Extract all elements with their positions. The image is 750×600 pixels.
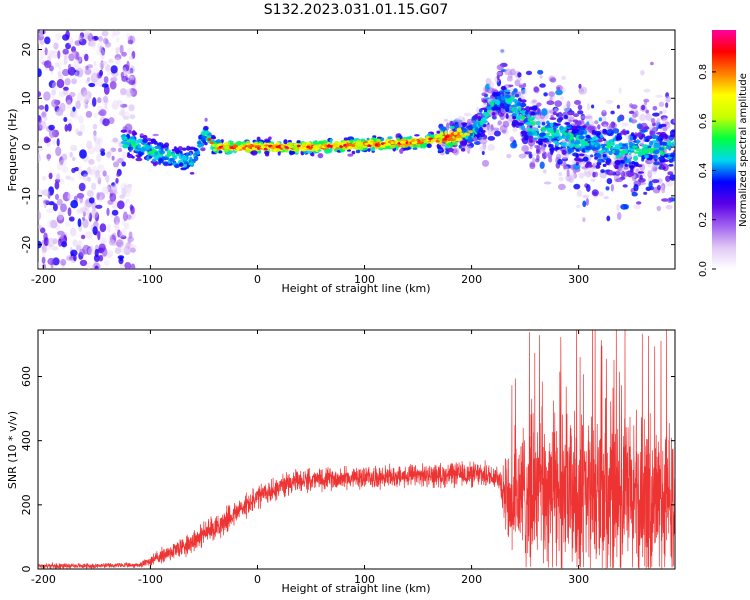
colorbar: 0.0 0.2 0.4 0.6 0.8 Normalized spectral ampl… bbox=[698, 30, 749, 277]
x-tick-label: 300 bbox=[568, 273, 589, 286]
snr-x-axis-title: Height of straight line (km) bbox=[281, 582, 430, 595]
y-tick-label: -10 bbox=[20, 187, 33, 205]
snr-series-line bbox=[38, 330, 675, 569]
spectrogram-x-axis: -200 -100 0 100 200 300 bbox=[31, 30, 589, 286]
spectrogram-y-axis: -20 -10 0 10 20 bbox=[20, 43, 675, 254]
x-tick-label: -200 bbox=[31, 273, 56, 286]
y-tick-label: 0 bbox=[20, 566, 33, 573]
colorbar-ticks: 0.0 0.2 0.4 0.6 0.8 bbox=[698, 64, 716, 277]
colorbar-tick-label: 0.4 bbox=[698, 162, 709, 178]
colorbar-title: Normalized spectral amplitude bbox=[738, 73, 749, 227]
colorbar-tick-label: 0.8 bbox=[698, 64, 709, 80]
y-tick-label: 400 bbox=[20, 430, 33, 451]
snr-y-axis-title: SNR (10 * v/v) bbox=[6, 411, 19, 489]
y-tick-label: 20 bbox=[20, 43, 33, 57]
spectrogram-x-axis-title: Height of straight line (km) bbox=[281, 282, 430, 295]
x-tick-label: 0 bbox=[254, 273, 261, 286]
x-tick-label: 100 bbox=[354, 573, 375, 586]
x-tick-label: 300 bbox=[568, 573, 589, 586]
x-tick-label: 200 bbox=[461, 273, 482, 286]
snr-panel: -200 -100 0 100 200 300 0 200 400 600 Height of … bbox=[6, 329, 676, 595]
snr-frame bbox=[37, 329, 676, 570]
colorbar-tick-label: 0.2 bbox=[698, 212, 709, 228]
x-tick-label: 100 bbox=[354, 273, 375, 286]
x-tick-label: -100 bbox=[138, 573, 163, 586]
x-tick-label: 0 bbox=[254, 573, 261, 586]
snr-plot-area bbox=[38, 330, 675, 569]
colorbar-tick-label: 0.0 bbox=[698, 261, 709, 277]
x-tick-label: -100 bbox=[138, 273, 163, 286]
y-tick-label: 200 bbox=[20, 494, 33, 515]
x-tick-label: 200 bbox=[461, 573, 482, 586]
x-tick-label: -200 bbox=[31, 573, 56, 586]
colorbar-gradient bbox=[712, 30, 736, 269]
y-tick-label: 600 bbox=[20, 366, 33, 387]
spectrogram-frame bbox=[37, 29, 676, 270]
y-tick-label: 10 bbox=[20, 91, 33, 105]
main-title: S132.2023.031.01.15.G07 bbox=[264, 2, 449, 18]
spectrogram-y-axis-title: Frequency (Hz) bbox=[6, 109, 19, 192]
colorbar-tick-label: 0.6 bbox=[698, 113, 709, 129]
y-tick-label: -20 bbox=[20, 236, 33, 254]
snr-x-axis: -200 -100 0 100 200 300 bbox=[31, 330, 589, 586]
spectrogram-heatmap bbox=[38, 30, 675, 269]
spectrogram-plot-area bbox=[38, 30, 675, 269]
snr-y-axis: 0 200 400 600 bbox=[20, 366, 675, 573]
y-tick-label: 0 bbox=[20, 144, 33, 151]
